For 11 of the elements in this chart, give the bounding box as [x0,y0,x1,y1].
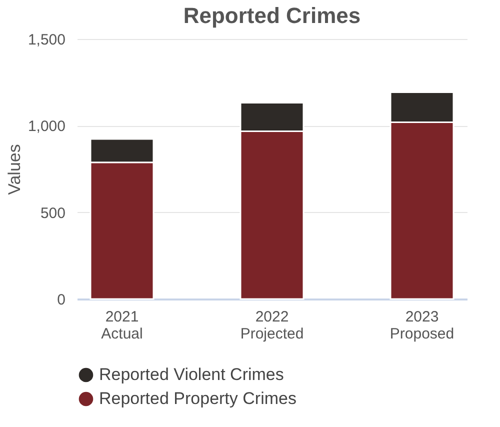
chart-title: Reported Crimes [183,3,361,28]
legend-label: Reported Property Crimes [99,389,296,408]
y-tick-label: 1,000 [28,118,66,136]
y-tick-label: 500 [40,204,66,222]
x-tick-label: 2022 Projected [240,308,304,342]
y-tick-label: 0 [57,292,66,308]
x-tick-label: 2021 Actual [101,308,143,342]
legend-label: Reported Violent Crimes [99,365,284,384]
x-tick-label: 2023 Proposed [390,308,454,342]
y-tick-label: 1,500 [28,32,66,48]
y-axis-title: Values [4,144,24,195]
